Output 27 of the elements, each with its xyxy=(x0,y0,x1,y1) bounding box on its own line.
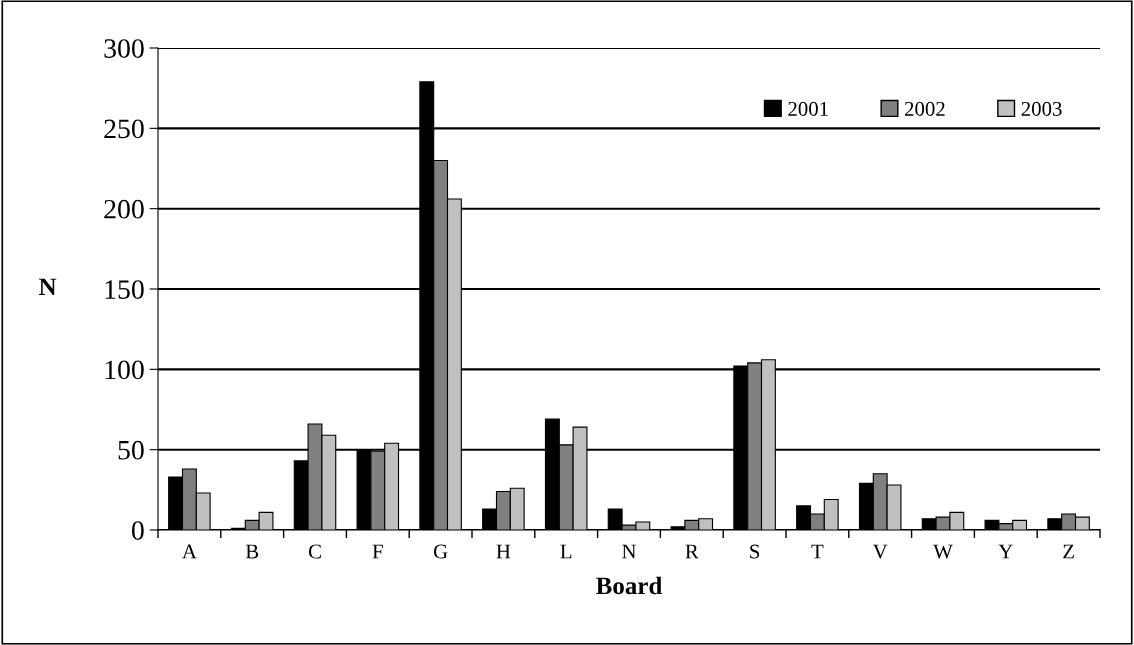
x-tick-label: F xyxy=(372,544,383,559)
y-axis-title: N xyxy=(39,278,57,296)
y-tick-label: 200 xyxy=(104,199,144,219)
legend-label: 2003 xyxy=(1021,101,1062,116)
x-tick-label: T xyxy=(811,544,824,559)
x-tick-label: G xyxy=(433,544,448,559)
x-tick-label: Y xyxy=(998,544,1013,559)
x-tick-label: B xyxy=(245,544,259,559)
y-tick-label: 0 xyxy=(131,521,144,540)
y-tick-label: 250 xyxy=(104,119,144,139)
x-tick-label: R xyxy=(685,544,699,559)
x-tick-label: W xyxy=(933,544,953,559)
y-tick-label: 50 xyxy=(118,440,144,460)
x-tick-label: C xyxy=(308,544,321,559)
legend-label: 2001 xyxy=(788,101,828,116)
x-tick-label: S xyxy=(750,544,760,559)
y-tick-label: 150 xyxy=(105,280,144,299)
x-tick-label: L xyxy=(560,544,572,559)
y-tick-label: 300 xyxy=(104,39,144,58)
x-tick-label: N xyxy=(622,544,637,559)
x-tick-label: Z xyxy=(1063,544,1074,559)
x-tick-label: H xyxy=(496,544,511,559)
x-tick-label: A xyxy=(182,544,197,559)
x-tick-label: V xyxy=(872,544,888,559)
y-tick-label: 100 xyxy=(105,360,144,380)
legend-label: 2002 xyxy=(904,101,945,116)
x-axis-title: Board xyxy=(596,576,663,595)
